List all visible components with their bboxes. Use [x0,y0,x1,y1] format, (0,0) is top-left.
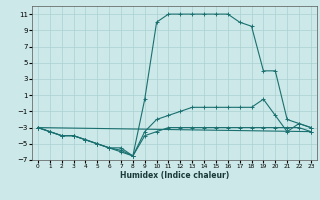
X-axis label: Humidex (Indice chaleur): Humidex (Indice chaleur) [120,171,229,180]
